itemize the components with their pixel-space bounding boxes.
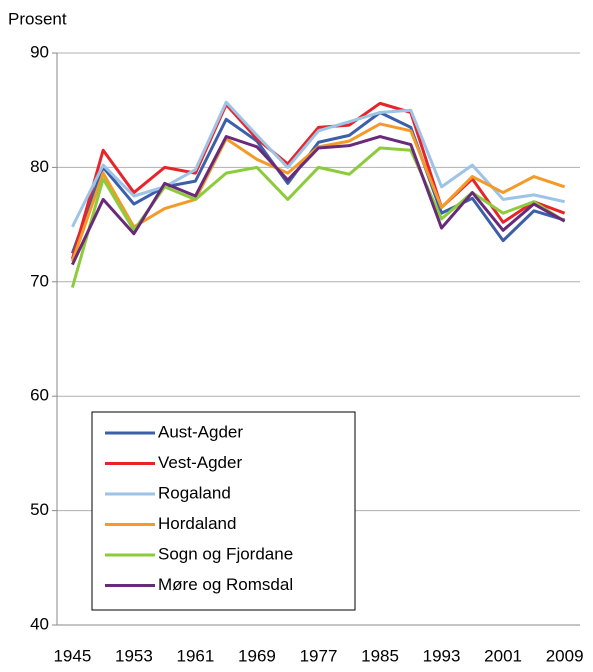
- series-line: [71, 135, 566, 266]
- y-axis-label: Prosent: [8, 9, 67, 28]
- legend-label: Vest-Agder: [158, 453, 242, 472]
- x-tick-label: 1993: [423, 646, 461, 665]
- x-tick-label: 1985: [361, 646, 399, 665]
- legend-label: Rogaland: [158, 483, 231, 502]
- y-tick-label: 80: [30, 157, 49, 176]
- y-tick-label: 40: [30, 614, 49, 633]
- legend-label: Aust-Agder: [158, 422, 243, 441]
- x-tick-label: 2009: [546, 646, 584, 665]
- x-tick-label: 1953: [115, 646, 153, 665]
- series-line: [71, 100, 565, 228]
- x-tick-label: 1977: [300, 646, 338, 665]
- x-tick-label: 1961: [177, 646, 215, 665]
- series-line: [70, 110, 566, 254]
- x-tick-label: 1969: [238, 646, 276, 665]
- y-tick-label: 50: [30, 500, 49, 519]
- y-tick-label: 60: [30, 386, 49, 405]
- y-tick-label: 70: [30, 271, 49, 290]
- y-tick-label: 90: [30, 42, 49, 61]
- legend-box: [91, 411, 356, 611]
- x-tick-label: 2001: [484, 646, 522, 665]
- x-tick-label: 1945: [53, 646, 91, 665]
- legend-label: Hordaland: [158, 514, 236, 533]
- series-line: [70, 101, 566, 260]
- legend-label: Sogn og Fjordane: [158, 544, 293, 563]
- series-line: [70, 146, 566, 288]
- legend-label: Møre og Romsdal: [158, 575, 293, 594]
